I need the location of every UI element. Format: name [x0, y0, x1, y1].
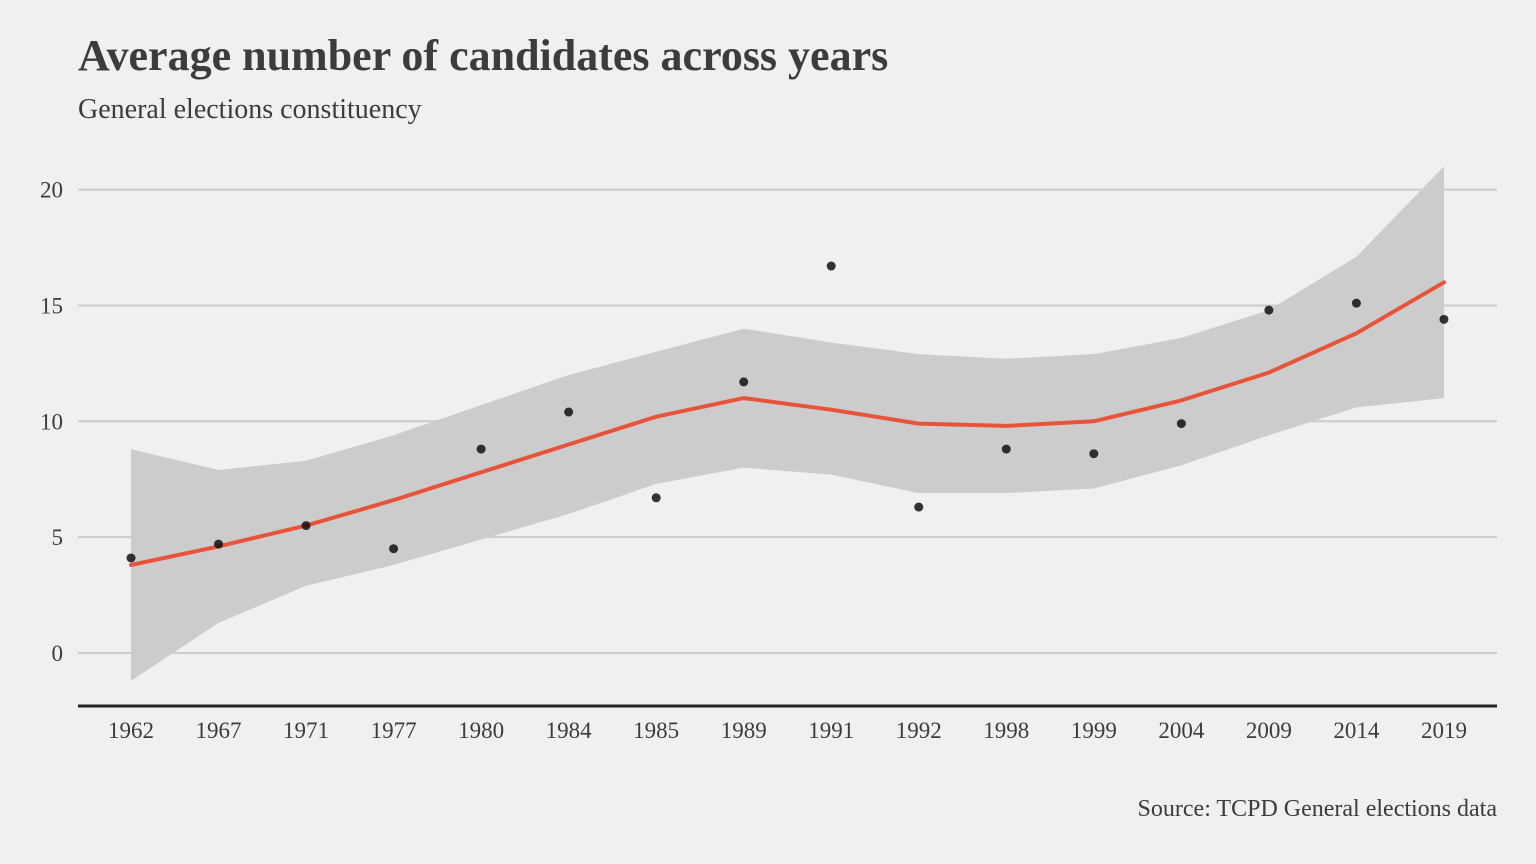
x-tick-label-1992: 1992 [896, 718, 942, 743]
trend-line [129, 280, 1446, 567]
y-tick-label-0: 0 [52, 641, 64, 666]
y-tick-label-10: 10 [40, 409, 63, 434]
data-points [126, 261, 1449, 563]
confidence-band [131, 166, 1444, 681]
data-point-2009 [1264, 305, 1274, 315]
y-tick-label-15: 15 [40, 293, 63, 318]
data-point-2004 [1176, 419, 1186, 429]
x-tick-label-1991: 1991 [808, 718, 854, 743]
data-point-1992 [914, 502, 924, 512]
data-point-1980 [476, 444, 486, 454]
chart-source: Source: TCPD General elections data [1137, 796, 1497, 822]
data-point-1998 [1001, 444, 1011, 454]
x-tick-label-1985: 1985 [633, 718, 679, 743]
chart-subtitle: General elections constituency [78, 94, 422, 125]
x-tick-label-1967: 1967 [196, 718, 242, 743]
data-point-1985 [651, 493, 661, 503]
x-tick-label-1962: 1962 [108, 718, 154, 743]
x-tick-label-2019: 2019 [1421, 718, 1467, 743]
x-tick-label-2009: 2009 [1246, 718, 1292, 743]
data-point-1971 [301, 521, 311, 531]
y-axis-tick-labels: 0 5 10 15 20 [40, 178, 63, 666]
x-tick-label-1977: 1977 [371, 718, 417, 743]
data-point-1962 [126, 553, 136, 563]
data-point-1967 [214, 539, 224, 549]
data-point-2014 [1351, 298, 1361, 308]
trend-line-layer [129, 280, 1446, 567]
x-tick-label-1980: 1980 [458, 718, 504, 743]
x-tick-label-1999: 1999 [1071, 718, 1117, 743]
data-point-1991 [826, 261, 836, 271]
x-tick-label-1989: 1989 [721, 718, 767, 743]
confidence-band-area [131, 166, 1444, 681]
y-tick-label-20: 20 [40, 178, 63, 203]
x-tick-label-1971: 1971 [283, 718, 329, 743]
chart-title: Average number of candidates across year… [78, 31, 889, 80]
data-point-1984 [564, 407, 574, 417]
x-tick-label-2004: 2004 [1158, 718, 1205, 743]
x-tick-label-1998: 1998 [983, 718, 1029, 743]
x-tick-label-1984: 1984 [546, 718, 593, 743]
data-point-1977 [389, 544, 399, 554]
data-point-1989 [739, 377, 749, 387]
y-tick-label-5: 5 [52, 525, 64, 550]
data-point-2019 [1439, 314, 1449, 324]
data-point-1999 [1089, 449, 1099, 459]
x-axis-tick-labels: 1962 1967 1971 1977 1980 1984 1985 1989 1991 1992… [108, 718, 1467, 743]
x-tick-label-2014: 2014 [1333, 718, 1380, 743]
